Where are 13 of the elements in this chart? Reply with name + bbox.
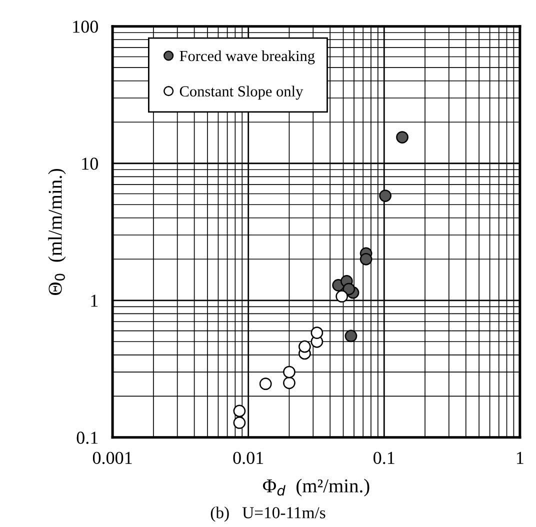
x-tick-label: 0.001 (92, 452, 132, 464)
y-tick-label: 100 (73, 20, 98, 33)
x-axis-title: Φ$_{d}$ (m²/min.) (262, 478, 370, 496)
legend-label: Constant Slope only (180, 86, 304, 100)
y-tick-label: 1 (91, 294, 98, 307)
x-tick-label: 0.01 (233, 452, 264, 464)
legend-label: Forced wave breaking (180, 50, 315, 64)
text: (b) U=10-11m/s (210, 506, 326, 522)
x-tick-label: 0.1 (374, 452, 394, 464)
x-tick-label: 1 (516, 452, 524, 464)
y-axis-title: Θ$_{0}$ (ml/m/min.) (48, 168, 66, 295)
y-tick-label: 0.1 (76, 432, 98, 444)
y-tick-label: 10 (82, 158, 98, 170)
